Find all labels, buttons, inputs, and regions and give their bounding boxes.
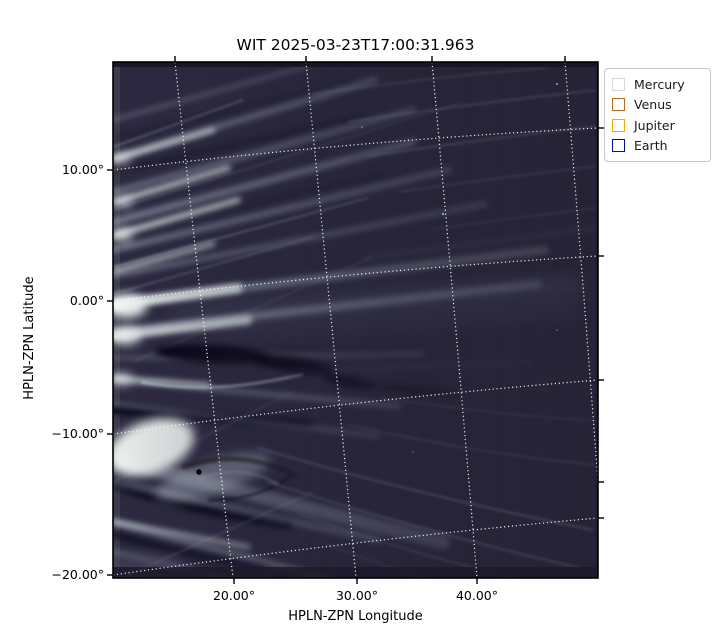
xtick-label-40: 40.00° — [455, 588, 499, 603]
gridline-lon-50 — [564, 62, 598, 483]
legend-item-venus: Venus — [612, 95, 702, 116]
gridline-lat-neg10 — [113, 379, 598, 435]
earth-marker-icon — [612, 139, 625, 153]
legend-item-earth: Earth — [612, 136, 702, 157]
gridline-lat-10 — [113, 127, 598, 171]
ytick-label-neg10: −10.00° — [51, 426, 104, 441]
faint-wisps — [172, 67, 598, 578]
dark-point-artifact — [196, 469, 202, 475]
wcs-grid-overlay — [113, 62, 598, 578]
jupiter-marker-icon — [612, 118, 625, 132]
legend-label-earth: Earth — [634, 138, 668, 154]
legend: Mercury Venus Jupiter Earth — [604, 68, 711, 162]
x-axis-label: HPLN-ZPN Longitude — [288, 609, 423, 624]
gridline-lon-20 — [174, 62, 234, 578]
xtick-label-30: 30.00° — [335, 588, 379, 603]
wispr-image — [113, 62, 598, 578]
legend-label-mercury: Mercury — [634, 76, 685, 92]
ytick-label-neg20: −20.00° — [51, 567, 104, 582]
gridline-lon-40 — [431, 62, 478, 578]
venus-marker-icon — [612, 98, 625, 112]
xtick-label-20: 20.00° — [212, 588, 256, 603]
plot-frame — [112, 61, 599, 579]
plot-title: WIT 2025-03-23T17:00:31.963 — [236, 36, 475, 54]
axes-ticks — [107, 56, 604, 584]
ytick-label-0: 0.00° — [69, 293, 104, 308]
gridline-lon-30 — [305, 62, 357, 578]
legend-label-venus: Venus — [634, 97, 672, 113]
legend-label-jupiter: Jupiter — [634, 117, 675, 133]
legend-item-jupiter: Jupiter — [612, 115, 702, 136]
star-specks — [361, 83, 558, 453]
gridline-lat-0 — [113, 255, 598, 302]
mercury-marker-icon — [612, 77, 625, 91]
y-axis-label: HPLN-ZPN Latitude — [22, 276, 37, 400]
legend-item-mercury: Mercury — [612, 74, 702, 95]
ytick-label-10: 10.00° — [61, 162, 104, 177]
